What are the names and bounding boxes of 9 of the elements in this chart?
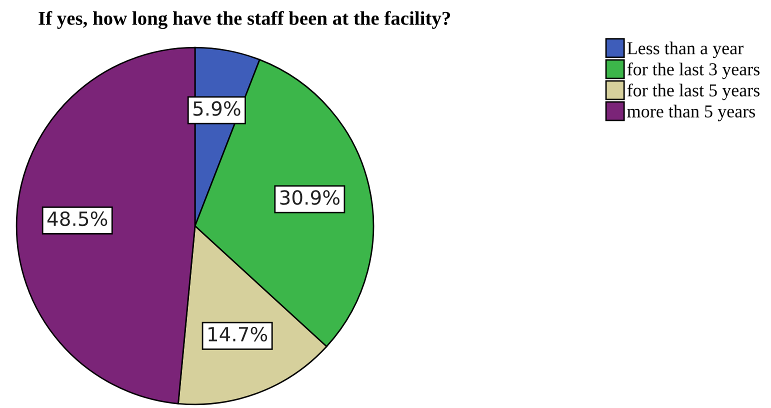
chart-title: If yes, how long have the staff been at the facility? <box>38 11 450 29</box>
data-label: 14.7% <box>208 326 268 342</box>
legend-label: for the last 3 years <box>627 62 760 80</box>
legend-label: Less than a year <box>627 42 744 58</box>
data-label: 48.5% <box>47 211 108 226</box>
legend-label: more than 5 years <box>627 104 755 122</box>
data-label: 5.9% <box>194 101 240 116</box>
data-label: 30.9% <box>280 190 340 205</box>
legend-label: for the last 5 years <box>627 84 760 100</box>
